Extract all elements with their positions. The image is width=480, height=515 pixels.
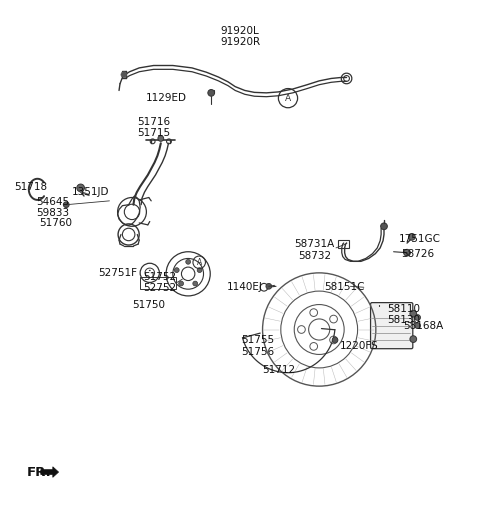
- Circle shape: [197, 268, 202, 272]
- Circle shape: [63, 202, 69, 208]
- Circle shape: [381, 223, 387, 230]
- Circle shape: [404, 249, 410, 256]
- Circle shape: [179, 281, 183, 286]
- Text: A: A: [285, 94, 291, 102]
- Circle shape: [77, 184, 84, 192]
- Text: 51760: 51760: [39, 218, 72, 228]
- Circle shape: [410, 336, 417, 342]
- Text: 51752
52752: 51752 52752: [143, 271, 176, 293]
- Circle shape: [415, 315, 420, 320]
- Text: 1129ED: 1129ED: [146, 93, 187, 103]
- Text: 51718: 51718: [14, 182, 48, 192]
- Text: 51716
51715: 51716 51715: [137, 117, 170, 139]
- FancyBboxPatch shape: [371, 303, 413, 349]
- Polygon shape: [41, 467, 59, 477]
- Text: 52751F: 52751F: [98, 268, 137, 278]
- Circle shape: [408, 233, 415, 240]
- Text: 51750: 51750: [132, 300, 165, 310]
- Text: 1220FS: 1220FS: [340, 341, 378, 351]
- Text: 54645
59833: 54645 59833: [36, 197, 70, 218]
- Circle shape: [121, 72, 127, 77]
- Text: 1140EJ: 1140EJ: [227, 282, 263, 292]
- Circle shape: [415, 323, 420, 329]
- Text: 1351JD: 1351JD: [72, 187, 109, 197]
- Circle shape: [410, 311, 417, 317]
- Text: 58151C: 58151C: [324, 282, 365, 292]
- Text: 58731A
58732: 58731A 58732: [294, 239, 335, 261]
- Circle shape: [193, 281, 198, 286]
- Circle shape: [266, 283, 272, 289]
- Text: A: A: [197, 258, 202, 267]
- Text: 58110
58130: 58110 58130: [387, 304, 420, 325]
- Text: 51712: 51712: [262, 365, 295, 375]
- Text: 58168A: 58168A: [403, 321, 444, 331]
- Circle shape: [186, 260, 191, 264]
- Text: 91920L
91920R: 91920L 91920R: [220, 26, 260, 47]
- Text: FR.: FR.: [26, 466, 51, 478]
- Circle shape: [208, 90, 215, 96]
- Circle shape: [174, 268, 179, 272]
- Circle shape: [158, 135, 164, 141]
- Text: 58726: 58726: [401, 249, 434, 259]
- Circle shape: [332, 337, 338, 343]
- Text: 1751GC: 1751GC: [399, 234, 441, 244]
- Text: 51755
51756: 51755 51756: [241, 335, 275, 356]
